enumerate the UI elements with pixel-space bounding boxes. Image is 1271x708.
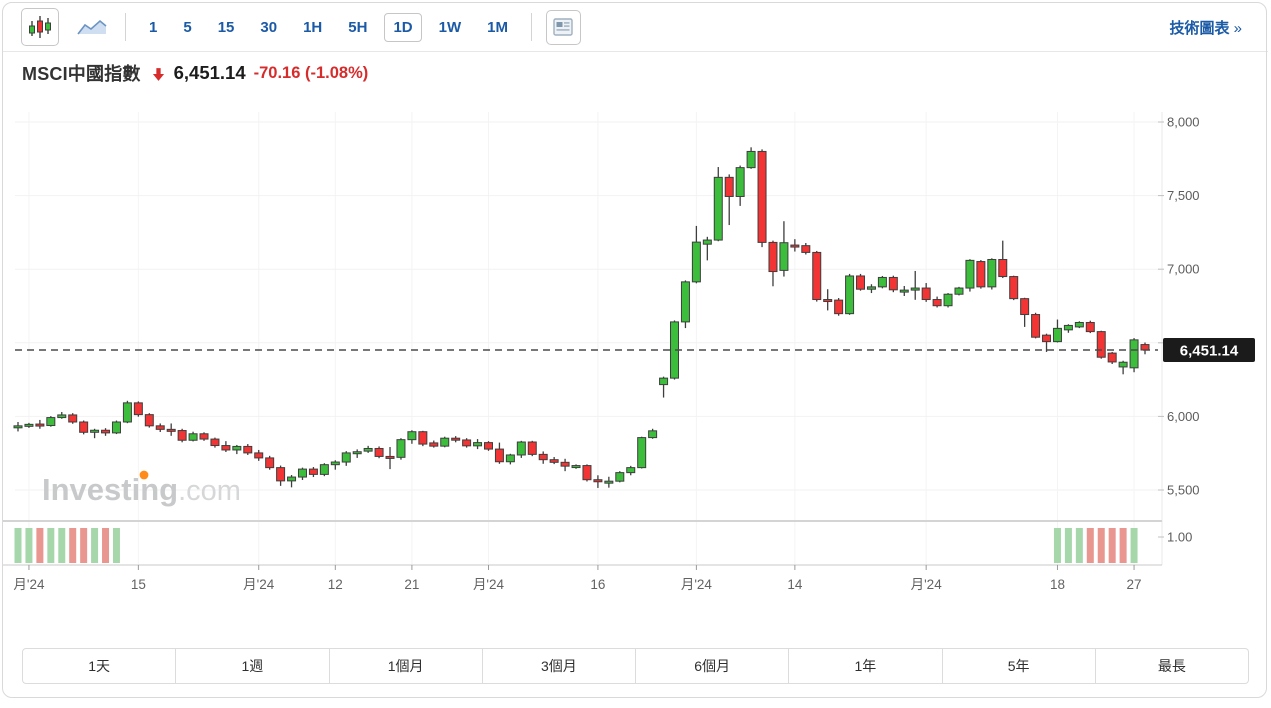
svg-text:1.00: 1.00	[1167, 530, 1192, 545]
line-chart-icon	[77, 17, 107, 37]
range-button-6[interactable]: 1年	[789, 648, 943, 684]
technical-chart-link[interactable]: 技術圖表 »	[1169, 19, 1242, 37]
range-button-4[interactable]: 3個月	[482, 648, 636, 684]
watermark: Investing.com	[42, 470, 241, 507]
price-chart-svg: Investing.com8,0007,5007,0006,5006,0005,…	[3, 112, 1255, 592]
line-chart-button[interactable]	[73, 8, 111, 46]
svg-text:12: 12	[328, 577, 343, 592]
news-panel-button[interactable]	[545, 9, 581, 45]
last-price-layer: 6,451.14	[15, 337, 1255, 362]
interval-button-1W[interactable]: 1W	[438, 18, 462, 36]
double-chevron-right-icon: »	[1233, 19, 1242, 37]
range-button-2[interactable]: 1週	[176, 648, 330, 684]
range-button-7[interactable]: 5年	[942, 648, 1096, 684]
news-panel-icon	[553, 18, 574, 36]
candlestick-chart-button[interactable]	[21, 8, 59, 46]
range-button-3[interactable]: 1個月	[329, 648, 483, 684]
axis-layer: 8,0007,5007,0006,5006,0005,5001.00月'2415…	[3, 112, 1200, 592]
svg-text:月'24: 月'24	[473, 577, 505, 592]
toolbar-divider	[125, 13, 126, 41]
chart-toolbar: 1 5 15 30 1H 5H 1D 1W 1M 技術圖表 »	[3, 3, 1268, 52]
last-price-tag	[1163, 337, 1255, 362]
interval-button-1M[interactable]: 1M	[487, 18, 508, 36]
instrument-header: MSCI中國指數 6,451.14 -70.16 (-1.08%)	[22, 60, 368, 86]
interval-button-1D[interactable]: 1D	[384, 12, 422, 42]
svg-text:7,500: 7,500	[1167, 188, 1200, 203]
interval-button-15[interactable]: 15	[217, 18, 235, 36]
svg-text:8,000: 8,000	[1167, 115, 1200, 130]
svg-text:15: 15	[131, 577, 146, 592]
last-price: 6,451.14	[173, 62, 246, 83]
svg-text:6,451.14: 6,451.14	[1180, 342, 1239, 359]
range-button-8[interactable]: 最長	[1095, 648, 1249, 684]
interval-buttons: 1 5 15 30 1H 5H 1D 1W 1M	[140, 12, 517, 42]
toolbar-divider	[530, 13, 532, 41]
interval-button-1H[interactable]: 1H	[303, 18, 323, 36]
range-button-5[interactable]: 6個月	[636, 648, 790, 684]
interval-button-1[interactable]: 1	[149, 18, 158, 36]
svg-text:18: 18	[1050, 577, 1065, 592]
price-change: -70.16 (-1.08%)	[253, 63, 369, 82]
svg-text:月'24: 月'24	[243, 577, 275, 592]
interval-button-5H[interactable]: 5H	[348, 18, 368, 36]
svg-text:月'24: 月'24	[911, 577, 943, 592]
svg-text:月'24: 月'24	[681, 577, 713, 592]
range-button-bar: 1天 1週 1個月 3個月 6個月 1年 5年 最長	[22, 648, 1249, 684]
candlestick-icon	[28, 14, 52, 40]
svg-text:6,000: 6,000	[1167, 409, 1200, 424]
range-button-1[interactable]: 1天	[22, 648, 177, 684]
svg-text:月'24: 月'24	[13, 577, 45, 592]
candles-layer	[13, 147, 1150, 488]
instrument-title: MSCI中國指數	[22, 64, 141, 84]
interval-button-5[interactable]: 5	[183, 18, 192, 36]
price-chart[interactable]: Investing.com8,0007,5007,0006,5006,0005,…	[0, 100, 1271, 630]
svg-text:21: 21	[404, 577, 419, 592]
svg-text:5,500: 5,500	[1167, 483, 1200, 498]
svg-text:27: 27	[1127, 577, 1142, 592]
svg-text:14: 14	[787, 577, 803, 592]
volume-layer	[14, 528, 1138, 563]
svg-text:16: 16	[590, 577, 605, 592]
price-down-arrow-icon	[151, 67, 166, 82]
svg-text:7,000: 7,000	[1167, 262, 1200, 277]
interval-button-30[interactable]: 30	[260, 18, 278, 36]
grid-layer	[15, 112, 1160, 565]
